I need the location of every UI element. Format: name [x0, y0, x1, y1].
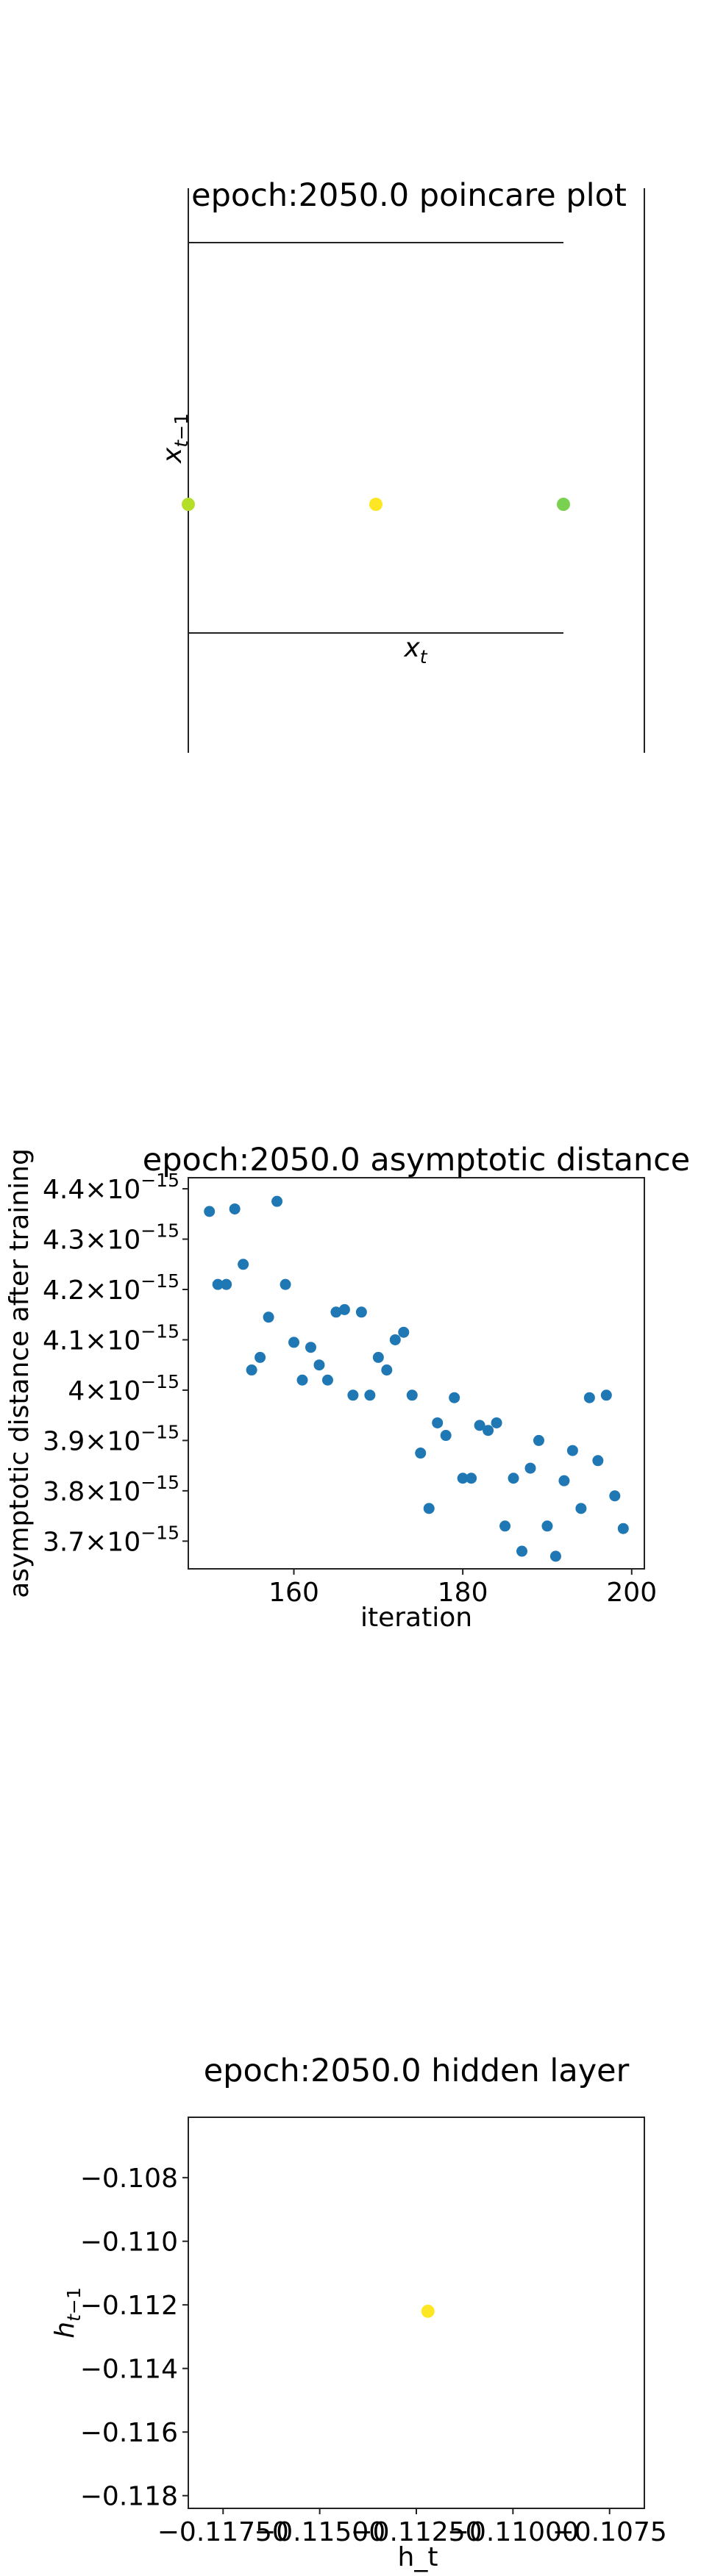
asymptotic-x-tick-label-1: 180	[438, 1578, 488, 1608]
asymptotic-x-label: iteration	[360, 1603, 472, 1633]
asymptotic-point-12	[305, 1342, 316, 1353]
asymptotic-point-38	[524, 1462, 536, 1474]
hidden-x-tick-label-3: −0.11000	[447, 2517, 579, 2547]
asymptotic-point-19	[364, 1389, 376, 1401]
asymptotic-point-41	[549, 1550, 561, 1562]
hidden-title: epoch:2050.0 hidden layer	[204, 2053, 630, 2089]
asymptotic-y-label: asymptotic distance after training	[4, 1148, 35, 1598]
asymptotic-point-1	[212, 1278, 224, 1290]
asymptotic-point-48	[609, 1490, 621, 1502]
poincare-point-0	[182, 498, 195, 511]
asymptotic-point-37	[516, 1545, 528, 1557]
asymptotic-point-44	[575, 1503, 587, 1514]
asymptotic-point-27	[432, 1417, 444, 1428]
asymptotic-y-tick-label-1: 3.8×10−15	[43, 1472, 179, 1507]
asymptotic-point-43	[566, 1445, 578, 1456]
asymptotic-y-tick-label-2: 3.9×10−15	[43, 1421, 179, 1456]
asymptotic-point-42	[558, 1475, 570, 1486]
asymptotic-point-35	[499, 1520, 511, 1532]
hidden-y-tick-label-0: −0.108	[80, 2164, 178, 2194]
asymptotic-point-32	[474, 1420, 485, 1431]
asymptotic-point-47	[600, 1389, 612, 1401]
asymptotic-point-29	[449, 1392, 460, 1403]
asymptotic-point-33	[483, 1425, 494, 1437]
hidden-x-label: h_t	[398, 2542, 438, 2572]
asymptotic-point-36	[508, 1473, 519, 1484]
asymptotic-point-21	[381, 1364, 393, 1376]
hidden-x-tick-label-0: −0.11750	[157, 2517, 289, 2547]
asymptotic-point-16	[338, 1303, 350, 1315]
hidden-y-tick-label-4: −0.116	[80, 2418, 178, 2448]
hidden-y-ticks: −0.108 −0.110 −0.112 −0.114 −0.116 −0.118	[80, 2164, 188, 2512]
asymptotic-point-25	[415, 1448, 427, 1459]
asymptotic-y-tick-label-4: 4.1×10−15	[43, 1320, 179, 1356]
asymptotic-point-40	[541, 1520, 553, 1532]
asymptotic-y-ticks: 3.7×10−15 3.8×10−15 3.9×10−15 4×10−15 4.1×10…	[43, 1170, 188, 1557]
poincare-x-label: xt	[403, 633, 427, 668]
asymptotic-point-11	[296, 1374, 308, 1386]
hidden-x-tick-label-1: −0.11500	[254, 2517, 385, 2547]
asymptotic-point-46	[592, 1455, 604, 1467]
asymptotic-point-22	[389, 1334, 401, 1345]
hidden-y-tick-label-2: −0.112	[80, 2291, 178, 2321]
hidden-layer-chart: epoch:2050.0 hidden layer h_t ht−1 −0.11…	[50, 2053, 667, 2572]
asymptotic-point-6	[255, 1351, 266, 1363]
asymptotic-point-31	[466, 1473, 477, 1484]
asymptotic-point-0	[204, 1206, 216, 1217]
asymptotic-point-10	[288, 1337, 300, 1348]
asymptotic-point-13	[313, 1359, 325, 1371]
poincare-plot: epoch:2050.0 poincare plot xt xt−1	[157, 177, 645, 753]
asymptotic-point-15	[330, 1306, 342, 1318]
poincare-point-1	[369, 498, 382, 511]
asymptotic-point-49	[617, 1523, 629, 1534]
poincare-points	[182, 498, 570, 511]
asymptotic-y-tick-label-6: 4.3×10−15	[43, 1220, 179, 1256]
asymptotic-point-24	[406, 1389, 418, 1401]
asymptotic-plot-frame	[188, 1177, 645, 1570]
hidden-y-tick-label-1: −0.110	[80, 2228, 178, 2258]
asymptotic-point-4	[238, 1259, 249, 1270]
asymptotic-y-tick-label-7: 4.4×10−15	[43, 1170, 179, 1205]
asymptotic-x-tick-label-2: 200	[606, 1578, 657, 1608]
asymptotic-point-26	[423, 1503, 435, 1514]
asymptotic-point-45	[583, 1392, 595, 1403]
hidden-point-0	[421, 2304, 435, 2318]
poincare-point-2	[557, 498, 570, 511]
hidden-y-label: ht−1	[50, 2287, 85, 2339]
asymptotic-point-14	[321, 1374, 333, 1386]
asymptotic-x-tick-label-0: 160	[268, 1578, 319, 1608]
asymptotic-y-tick-label-3: 4×10−15	[68, 1371, 179, 1406]
hidden-plot-frame	[188, 2117, 645, 2509]
asymptotic-point-28	[440, 1430, 452, 1442]
asymptotic-points	[204, 1195, 629, 1562]
asymptotic-point-7	[263, 1312, 274, 1323]
asymptotic-point-5	[246, 1364, 257, 1376]
hidden-x-tick-label-4: −0.1075	[552, 2517, 667, 2547]
hidden-y-tick-label-3: −0.114	[80, 2355, 178, 2385]
asymptotic-point-8	[271, 1195, 283, 1207]
hidden-x-tick-label-2: −0.11250	[350, 2517, 482, 2547]
asymptotic-x-ticks: 160 180 200	[268, 1569, 657, 1608]
asymptotic-point-20	[372, 1351, 384, 1363]
asymptotic-distance-chart: epoch:2050.0 asymptotic distance iterati…	[4, 1142, 690, 1633]
poincare-y-label: xt−1	[157, 413, 192, 464]
asymptotic-point-23	[398, 1326, 410, 1338]
hidden-points	[421, 2304, 435, 2318]
asymptotic-title: epoch:2050.0 asymptotic distance	[143, 1142, 690, 1178]
asymptotic-y-tick-label-0: 3.7×10−15	[43, 1522, 179, 1557]
asymptotic-point-30	[457, 1473, 469, 1484]
hidden-x-ticks: −0.11750−0.11500−0.11250−0.11000−0.1075	[157, 2508, 667, 2547]
asymptotic-point-18	[355, 1306, 367, 1318]
asymptotic-y-tick-label-5: 4.2×10−15	[43, 1270, 179, 1306]
poincare-title: epoch:2050.0 poincare plot	[191, 177, 627, 214]
asymptotic-point-2	[221, 1278, 232, 1290]
asymptotic-point-34	[491, 1417, 502, 1428]
asymptotic-point-17	[347, 1389, 359, 1401]
asymptotic-point-39	[533, 1434, 544, 1446]
asymptotic-point-9	[280, 1278, 291, 1290]
asymptotic-point-3	[229, 1203, 241, 1214]
hidden-y-tick-label-5: −0.118	[80, 2482, 178, 2512]
